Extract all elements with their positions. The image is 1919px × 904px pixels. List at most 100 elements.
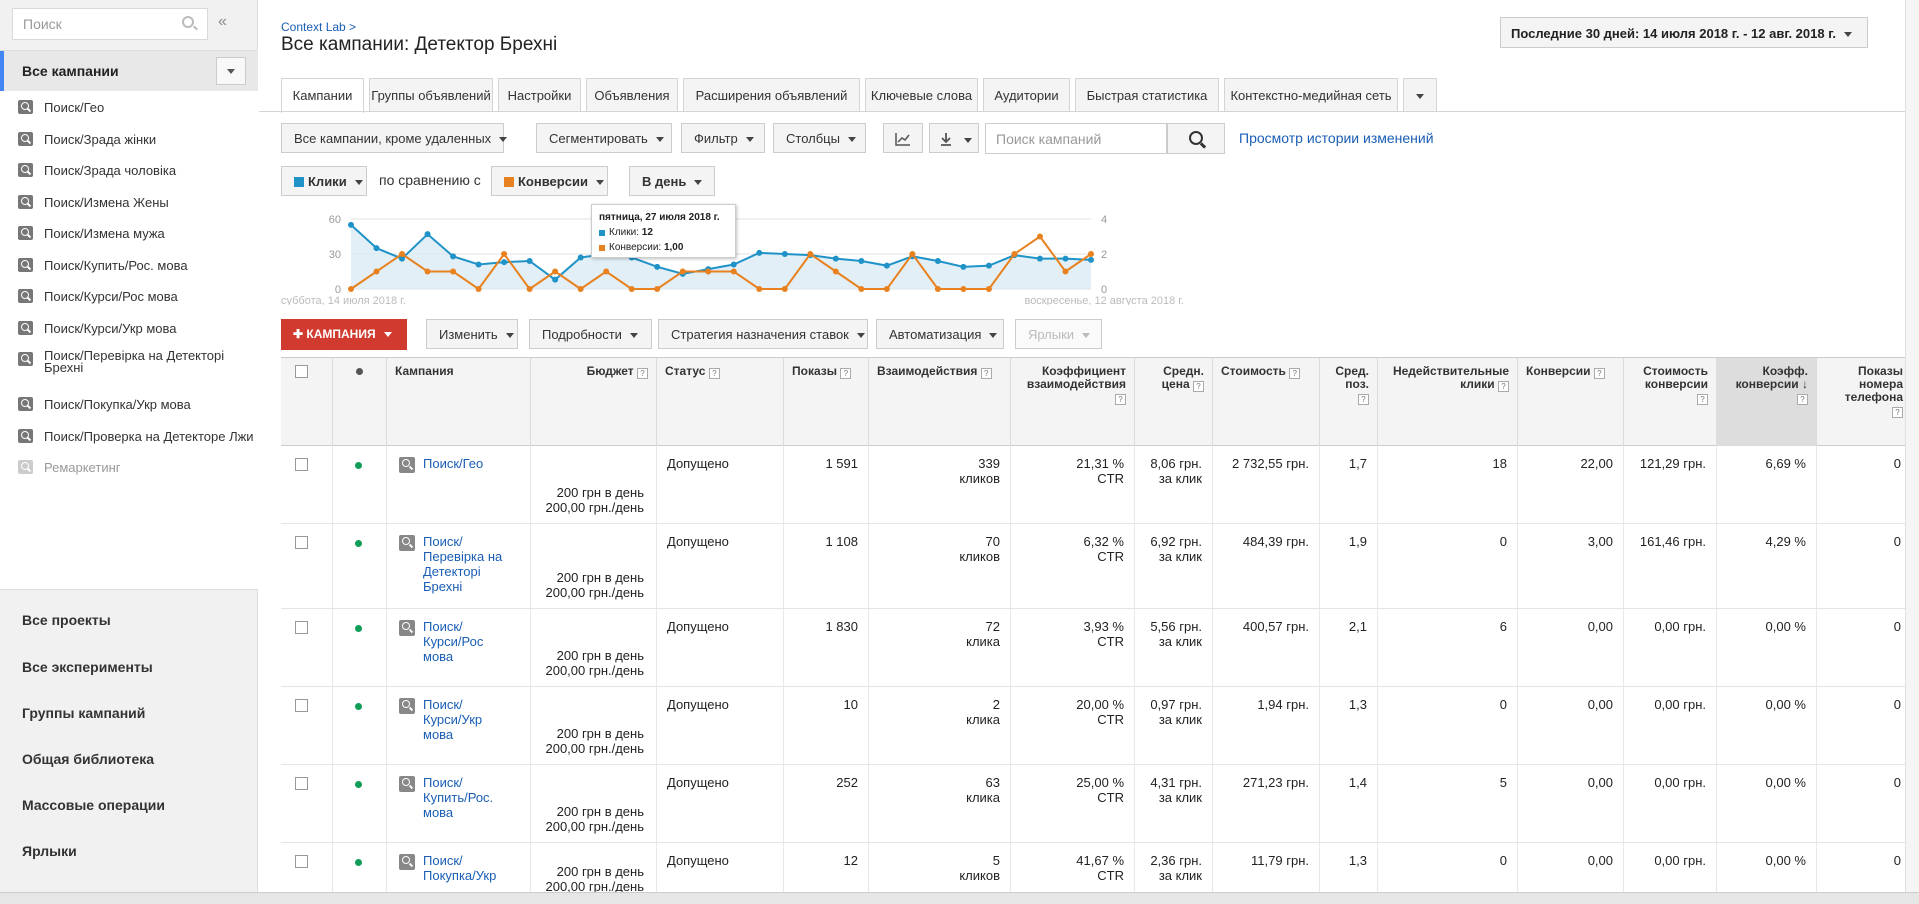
horizontal-scrollbar[interactable] (0, 892, 1919, 904)
metric1-selector[interactable]: Клики (281, 166, 367, 196)
header-conv-rate[interactable]: Коэфф. конверсии ↓? (1717, 358, 1817, 446)
row-checkbox[interactable] (295, 777, 308, 790)
nav-all-projects[interactable]: Все проекты (22, 612, 111, 628)
chart-toggle-button[interactable] (883, 123, 923, 153)
sidebar-campaign-item[interactable]: Поиск/Курси/Рос мова (0, 280, 258, 312)
sidebar-search-input[interactable]: Поиск (12, 8, 208, 40)
header-impressions[interactable]: Показы ? (784, 358, 869, 446)
sidebar-campaign-item[interactable]: Поиск/Курси/Укр мова (0, 312, 258, 344)
enabled-status-icon[interactable] (355, 462, 362, 469)
enabled-status-icon[interactable] (355, 625, 362, 632)
sidebar-campaign-item[interactable]: Поиск/Купить/Рос. мова (0, 249, 258, 281)
details-button[interactable]: Подробности (529, 319, 652, 349)
header-cost[interactable]: Стоимость ? (1213, 358, 1320, 446)
search-icon[interactable] (182, 16, 194, 28)
nav-all-experiments[interactable]: Все эксперименты (22, 659, 153, 675)
change-history-link[interactable]: Просмотр истории изменений (1239, 130, 1434, 146)
tab-ads[interactable]: Объявления (586, 78, 678, 112)
header-status[interactable]: Статус ? (657, 358, 784, 446)
row-checkbox[interactable] (295, 855, 308, 868)
add-campaign-button[interactable]: ✚ КАМПАНИЯ (281, 319, 407, 350)
header-avg-pos[interactable]: Сред. поз.? (1320, 358, 1378, 446)
metric2-selector[interactable]: Конверсии (491, 166, 608, 196)
header-campaign[interactable]: Кампания (387, 358, 531, 446)
table-row[interactable]: Поиск/ Перевірка на Детекторі Брехні 200 … (281, 524, 1919, 609)
row-budget-cell[interactable]: 200 грн в день 200,00 грн./день (531, 843, 657, 902)
tab-keywords[interactable]: Ключевые слова (865, 78, 978, 112)
table-row[interactable]: Поиск/ Курси/Укр мова 200 грн в день 200,0… (281, 687, 1919, 765)
nav-labels[interactable]: Ярлыки (22, 843, 77, 859)
date-range-selector[interactable]: Последние 30 дней: 14 июля 2018 г. - 12 … (1500, 17, 1868, 48)
segment-button[interactable]: Сегментировать (536, 123, 672, 153)
download-button[interactable] (929, 123, 979, 153)
nav-campaign-groups[interactable]: Группы кампаний (22, 705, 146, 721)
sidebar-campaign-item[interactable]: Поиск/Измена Жены (0, 186, 258, 218)
tab-settings[interactable]: Настройки (498, 78, 581, 112)
campaign-name-link[interactable]: Поиск/ Купить/Рос. мова (423, 775, 494, 820)
row-budget-cell[interactable]: 200 грн в день 200,00 грн./день (531, 524, 657, 608)
tab-audiences[interactable]: Аудитории (983, 78, 1070, 112)
campaign-filter-dropdown[interactable]: Все кампании, кроме удаленных (281, 123, 508, 153)
vertical-scrollbar[interactable] (1905, 0, 1919, 892)
campaign-name-link[interactable]: Поиск/ Курси/Укр мова (423, 697, 483, 742)
help-icon[interactable]: ? (708, 368, 720, 379)
enabled-status-icon[interactable] (355, 540, 362, 547)
help-icon[interactable]: ? (1593, 368, 1605, 379)
table-row[interactable]: Поиск/ Курси/Рос мова 200 грн в день 200,0… (281, 609, 1919, 687)
tab-ad-groups[interactable]: Группы объявлений (369, 78, 493, 112)
table-row[interactable]: Поиск/ Купить/Рос. мова 200 грн в день 200… (281, 765, 1919, 843)
row-budget-cell[interactable]: 200 грн в день 200,00 грн./день (531, 765, 657, 842)
row-budget-cell[interactable]: 200 грн в день 200,00 грн./день (531, 446, 657, 523)
help-icon[interactable]: ? (1697, 394, 1708, 405)
help-icon[interactable]: ? (1115, 394, 1126, 405)
period-selector[interactable]: В день (629, 166, 715, 196)
labels-button[interactable]: Ярлыки (1015, 319, 1102, 349)
header-invalid-clicks[interactable]: Недействительные клики ? (1378, 358, 1518, 446)
bid-strategy-button[interactable]: Стратегия назначения ставок (658, 319, 868, 349)
sidebar-campaign-item[interactable]: Поиск/Проверка на Детекторе Лжи (0, 420, 258, 452)
sidebar-campaign-item[interactable]: Поиск/Зрада жінки (0, 123, 258, 155)
campaign-name-link[interactable]: Поиск/ Курси/Рос мова (423, 619, 484, 664)
select-all-checkbox[interactable] (295, 365, 308, 378)
help-icon[interactable]: ? (1892, 407, 1903, 418)
row-checkbox[interactable] (295, 621, 308, 634)
help-icon[interactable]: ? (1193, 381, 1204, 392)
filter-button[interactable]: Фильтр (681, 123, 765, 153)
campaign-name-link[interactable]: Поиск/Гео (423, 456, 484, 471)
row-budget-cell[interactable]: 200 грн в день 200,00 грн./день (531, 609, 657, 686)
campaign-search-input[interactable]: Поиск кампаний (985, 123, 1167, 154)
campaign-name-link[interactable]: Поиск/ Перевірка на Детекторі Брехні (423, 534, 503, 594)
edit-button[interactable]: Изменить (426, 319, 518, 349)
all-campaigns-item[interactable]: Все кампании (0, 51, 258, 91)
sidebar-campaign-item[interactable]: Поиск/Измена мужа (0, 217, 258, 249)
all-campaigns-dropdown[interactable] (216, 57, 246, 85)
tab-campaigns[interactable]: Кампании (281, 78, 364, 113)
automation-button[interactable]: Автоматизация (876, 319, 1004, 349)
help-icon[interactable]: ? (840, 368, 852, 379)
header-cost-per-conv[interactable]: Стоимость конверсии ? (1624, 358, 1717, 446)
sidebar-campaign-item[interactable]: Поиск/Гео (0, 91, 258, 123)
breadcrumb[interactable]: Context Lab > (281, 20, 357, 34)
tab-quick-stats[interactable]: Быстрая статистика (1075, 78, 1219, 112)
help-icon[interactable]: ? (1289, 368, 1301, 379)
enabled-status-icon[interactable] (355, 859, 362, 866)
campaign-name-link[interactable]: Поиск/ Покупка/Укр (423, 853, 497, 883)
header-conversions[interactable]: Конверсии ? (1518, 358, 1624, 446)
header-interaction-rate[interactable]: Коэффициент взаимодействия? (1011, 358, 1135, 446)
row-checkbox[interactable] (295, 699, 308, 712)
enabled-status-icon[interactable] (355, 703, 362, 710)
table-row[interactable]: Поиск/Гео 200 грн в день 200,00 грн./день Д… (281, 446, 1919, 524)
sidebar-campaign-item[interactable]: Поиск/Покупка/Укр мова (0, 388, 258, 420)
sidebar-campaign-item[interactable]: Поиск/Зрада чоловіка (0, 154, 258, 186)
nav-bulk-operations[interactable]: Массовые операции (22, 797, 165, 813)
row-checkbox[interactable] (295, 536, 308, 549)
header-status-dot[interactable] (333, 358, 387, 446)
row-budget-cell[interactable]: 200 грн в день 200,00 грн./день (531, 687, 657, 764)
tab-more-dropdown[interactable] (1403, 78, 1437, 112)
header-budget[interactable]: Бюджет ? (531, 358, 657, 446)
search-button[interactable] (1167, 123, 1225, 154)
help-icon[interactable]: ? (1498, 381, 1509, 392)
tab-ad-extensions[interactable]: Расширения объявлений (683, 78, 860, 112)
collapse-sidebar-icon[interactable]: « (218, 13, 227, 30)
